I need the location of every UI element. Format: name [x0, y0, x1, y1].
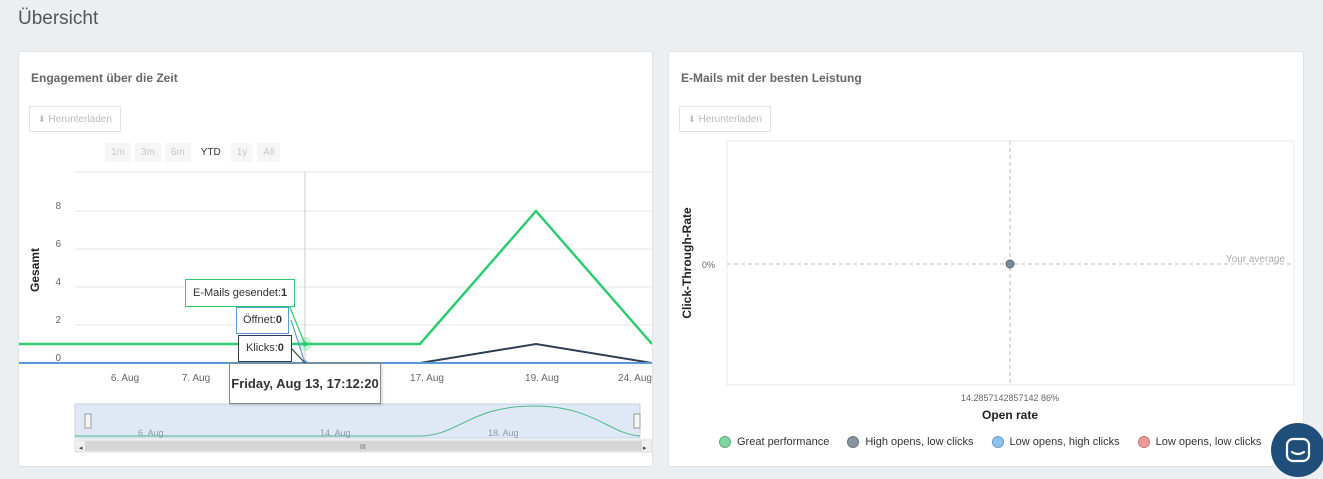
range-button-6m[interactable]: 6m: [164, 143, 191, 162]
engagement-chart: 0 2 4 6 8 Gesamt 6. Aug 7. Aug 17. Aug 19. Aug 2…: [19, 171, 652, 453]
range-button-ytd[interactable]: YTD: [194, 143, 227, 162]
tooltip-connector: [290, 319, 306, 364]
range-button-1m[interactable]: 1m: [105, 143, 131, 162]
navigator-label: 14. Aug: [320, 428, 351, 438]
tooltip-opens: Öffnet:0: [236, 307, 289, 334]
legend-item[interactable]: Low opens, high clicks: [991, 436, 1120, 448]
tooltip-opens-value: 0: [275, 314, 282, 326]
y-tick-label: 2: [55, 315, 61, 326]
navigator-handle-right[interactable]: [633, 413, 641, 429]
tooltip-sent: E-Mails gesendet:1: [185, 279, 296, 307]
engagement-card: Engagement über die Zeit ⬇ Herunterladen …: [18, 51, 653, 467]
legend-dot-icon: [1137, 436, 1150, 448]
x-tick-label: 6. Aug: [111, 373, 139, 384]
y-tick-label: 0%: [702, 260, 715, 270]
scatter-point[interactable]: [1005, 259, 1015, 269]
x-tick-label: 14.2857142857142 86%: [961, 393, 1059, 403]
engagement-title: Engagement über die Zeit: [31, 71, 178, 85]
performance-card: E-Mails mit der besten Leistung ⬇ Herunte…: [668, 51, 1304, 467]
download-icon: ⬇: [38, 114, 46, 124]
chat-icon: [1285, 437, 1311, 463]
navigator[interactable]: 6. Aug 14. Aug 18. Aug: [74, 403, 641, 439]
legend-item[interactable]: Low opens, low clicks: [1137, 436, 1262, 448]
y-axis-label: Click-Through-Rate: [680, 207, 694, 319]
legend-label: High opens, low clicks: [865, 436, 974, 448]
legend-label: Great performance: [737, 436, 830, 448]
download-label: Herunterladen: [698, 114, 762, 125]
scrollbar[interactable]: ◂ ▸ III: [74, 439, 652, 453]
tooltip-clicks-label: Klicks:: [246, 342, 278, 354]
tooltip-date: Friday, Aug 13, 17:12:20: [229, 363, 381, 404]
tooltip-clicks-value: 0: [277, 342, 284, 354]
scroll-left-arrow[interactable]: ◂: [79, 445, 83, 452]
performance-title: E-Mails mit der besten Leistung: [681, 71, 862, 85]
legend-item[interactable]: Great performance: [719, 436, 829, 448]
y-tick-label: 4: [55, 277, 61, 288]
tooltip-connector: [290, 347, 306, 364]
chat-launcher-button[interactable]: [1271, 423, 1323, 477]
x-tick-label: 24. Aug: [618, 373, 652, 384]
download-label: Herunterladen: [48, 114, 112, 125]
tooltip-opens-label: Öffnet:: [243, 314, 276, 326]
average-label: Your average: [1226, 254, 1286, 265]
engagement-download-button[interactable]: ⬇ Herunterladen: [29, 106, 121, 132]
legend-dot-icon: [991, 436, 1004, 448]
tooltip-sent-value: 1: [281, 287, 288, 299]
series-line: [19, 209, 652, 346]
x-tick-label: 19. Aug: [525, 373, 559, 384]
range-button-3m[interactable]: 3m: [134, 143, 161, 162]
legend: Great performance High opens, low clicks L…: [719, 436, 1261, 448]
legend-label: Low opens, low clicks: [1155, 436, 1262, 448]
series-line: [19, 342, 652, 364]
range-button-all[interactable]: All: [257, 143, 281, 162]
x-axis-label: Open rate: [982, 408, 1038, 422]
scroll-right-arrow[interactable]: ▸: [643, 445, 647, 452]
navigator-handle-left[interactable]: [84, 413, 92, 429]
y-tick-label: 6: [55, 239, 61, 250]
navigator-label: 18. Aug: [488, 428, 519, 438]
performance-download-button[interactable]: ⬇ Herunterladen: [679, 106, 771, 132]
legend-dot-icon: [719, 436, 731, 448]
legend-dot-icon: [847, 436, 860, 448]
download-icon: ⬇: [688, 114, 696, 124]
y-tick-label: 8: [55, 201, 61, 212]
page-title: Übersicht: [18, 8, 99, 29]
tooltip-clicks: Klicks:0: [238, 335, 292, 362]
legend-label: Low opens, high clicks: [1009, 436, 1120, 448]
tooltip-sent-label: E-Mails gesendet:: [193, 287, 282, 299]
navigator-label: 6. Aug: [138, 428, 164, 438]
x-tick-label: 7. Aug: [182, 373, 210, 384]
y-tick-label: 0: [55, 353, 61, 364]
performance-chart: Your average 0% 14.2857142857142 86% Ope…: [680, 140, 1295, 422]
y-axis-label: Gesamt: [28, 248, 42, 292]
range-button-1y[interactable]: 1y: [230, 143, 254, 162]
legend-item[interactable]: High opens, low clicks: [847, 436, 974, 448]
x-tick-label: 17. Aug: [410, 373, 444, 384]
range-selector: 1m 3m 6m YTD 1y All: [105, 143, 281, 162]
scroll-grip-icon: III: [360, 444, 366, 451]
